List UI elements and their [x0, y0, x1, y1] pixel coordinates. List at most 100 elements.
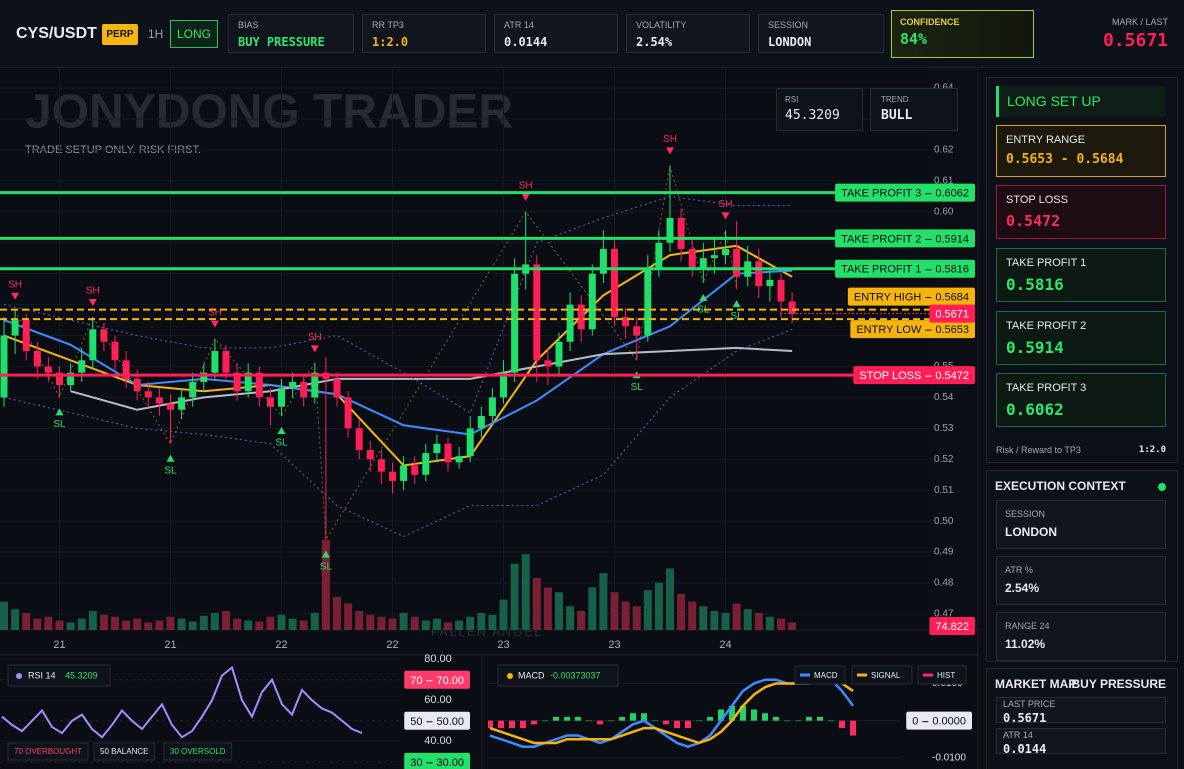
y-tick-label: 0.52 [934, 454, 954, 465]
swing-arrow [310, 345, 319, 353]
swing-label: SL [697, 305, 710, 316]
volume-bar [133, 618, 142, 630]
context-label: RANGE 24 [1005, 621, 1050, 631]
swing-arrow [321, 550, 330, 558]
candle-body [577, 304, 585, 330]
swing-label: SH [519, 180, 533, 191]
volume-bar [166, 616, 175, 630]
indicator-line [3, 244, 793, 467]
last-price-badge-part: 0.5671 [935, 308, 969, 320]
rsi-legend-dot [16, 673, 22, 679]
candle-body [155, 397, 163, 404]
macd-legend-value: -0.00373037 [550, 670, 601, 680]
level-label-text: TAKE PROFIT 2 0.5914 [841, 233, 969, 245]
zero-badge: 0 0.0000 [906, 711, 972, 730]
candle-body [366, 449, 374, 460]
volume-bar [777, 618, 785, 630]
rr-value: 1:2.0 [1138, 445, 1166, 455]
hist-bar [839, 720, 845, 729]
market-value: 0.0144 [1003, 742, 1047, 756]
volume-bar [632, 606, 641, 630]
candle-body [178, 397, 186, 410]
hist-bar [784, 720, 790, 722]
candle-body [422, 453, 430, 475]
swing-arrow [732, 300, 741, 308]
hist-bar [751, 709, 757, 721]
card-label: STOP LOSS [1006, 194, 1068, 206]
volume-bar [666, 568, 674, 630]
volume-bar [288, 618, 297, 630]
volume-bar [765, 616, 774, 630]
series-legend-bg [851, 665, 913, 685]
x-tick-label: 23 [608, 639, 620, 651]
hist-bar [762, 713, 768, 721]
level-badge-bg [404, 670, 470, 689]
swing-arrow [210, 320, 219, 328]
hist-bar [542, 720, 548, 722]
candle-body [89, 329, 97, 361]
volume-bar [555, 592, 563, 630]
hist-bar [586, 720, 592, 722]
volume-bar [577, 611, 586, 630]
candle-body [11, 320, 19, 336]
series-legend-text: HIST [937, 671, 955, 680]
candle-body [511, 273, 519, 373]
swing-arrow [55, 408, 64, 416]
rsi-band-legend: 70 OVERBOUGHT [7, 742, 89, 761]
candle-body [233, 372, 241, 392]
volume-bar [66, 622, 75, 630]
volume-bar [55, 620, 64, 630]
x-tick-label: 21 [53, 639, 65, 651]
candle-body [433, 443, 441, 454]
level-badge: 50 50.00 [404, 711, 470, 730]
hist-bar [597, 720, 603, 725]
volume-bar [688, 601, 697, 630]
volume-bar [743, 609, 752, 630]
level-badge-part: 50 [410, 716, 422, 728]
candle-body [444, 443, 452, 463]
swing-label: SL [631, 382, 644, 393]
hist-bar [564, 716, 570, 721]
target-card: TAKE PROFIT 1 0.5816 [996, 248, 1166, 302]
candle-body [300, 381, 308, 398]
market-item: LAST PRICE 0.5671 [996, 697, 1166, 725]
x-tick-label: 22 [275, 639, 287, 651]
volume-bar [566, 606, 575, 630]
y-tick-label: 0.48 [934, 578, 954, 589]
mark-label: MARK / LAST [1111, 17, 1168, 27]
hist-bar [850, 720, 856, 736]
volume-bar [521, 554, 530, 630]
level-label-text: ENTRY HIGH 0.5684 [854, 291, 969, 303]
rsi-band-legend-text: 30 OVERSOLD [170, 747, 226, 756]
volume-badge-text: 74.822 [935, 621, 969, 633]
volume-bar [754, 612, 763, 630]
candle-body [200, 372, 208, 382]
y-tick-label: 80.00 [424, 653, 452, 665]
x-tick-label: 23 [497, 639, 509, 651]
candle-body [222, 351, 230, 373]
macd-line [489, 674, 855, 749]
macd-legend-title: MACD [518, 670, 545, 680]
candle-body [189, 381, 197, 398]
candle-body [655, 242, 663, 268]
swing-arrow [721, 212, 730, 220]
y-tick-label: 60.00 [424, 694, 452, 706]
hist-bar [685, 720, 691, 729]
candle-body [344, 397, 352, 429]
rsi-band-legend: 50 BALANCE [93, 742, 155, 761]
level-label-bg [847, 287, 975, 306]
y-tick-label: 0.53 [934, 423, 954, 434]
y-tick-label: 0.62 [934, 145, 954, 156]
candle-body [78, 360, 86, 373]
stat-box: ATR 14 0.0144 [494, 14, 618, 53]
candle-body [611, 248, 618, 317]
candle-body [477, 415, 485, 429]
zero-badge-bg [906, 711, 972, 730]
rsi-band-legend-bg [163, 742, 233, 761]
stat-label: BIAS [238, 20, 259, 30]
candle-body [622, 316, 630, 327]
volume-bar [410, 616, 419, 630]
context-item: ATR % 2.54% [996, 556, 1166, 605]
volume-bar [455, 620, 464, 630]
candle-body [722, 248, 729, 256]
